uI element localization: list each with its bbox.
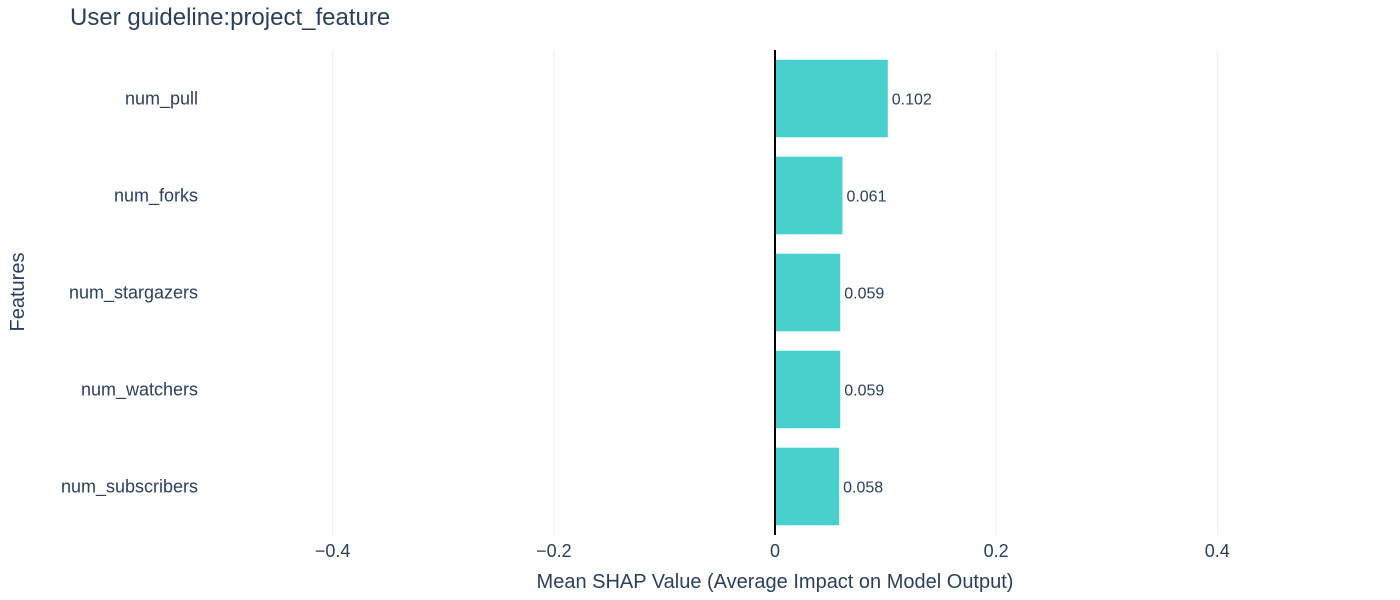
bar-num_forks — [775, 156, 843, 235]
labels-layer: −0.4 −0.2 0 0.2 0.4 num_pull 0.102 num_forks 0.0… — [61, 89, 1230, 562]
y-tick-label: num_stargazers — [69, 283, 198, 304]
bar-num_watchers — [775, 350, 841, 429]
y-tick-label: num_forks — [114, 186, 198, 207]
bar-num_pull — [775, 59, 888, 138]
bar-value-label: 0.061 — [846, 189, 886, 206]
bar-value-label: 0.058 — [843, 480, 883, 497]
bar-num_stargazers — [775, 253, 841, 332]
bar-value-label: 0.102 — [892, 92, 932, 109]
bar-num_subscribers — [775, 447, 840, 526]
x-tick-label: 0.2 — [984, 541, 1009, 561]
y-tick-label: num_subscribers — [61, 477, 198, 498]
chart-title: User guideline:project_feature — [70, 4, 390, 31]
x-axis-title: Mean SHAP Value (Average Impact on Model… — [537, 571, 1014, 593]
bar-value-label: 0.059 — [844, 383, 884, 400]
y-axis-title: Features — [7, 253, 29, 332]
bars-layer — [774, 50, 888, 535]
x-tick-label: −0.4 — [315, 541, 351, 561]
bar-value-label: 0.059 — [844, 286, 884, 303]
x-tick-label: 0.4 — [1205, 541, 1230, 561]
y-tick-label: num_watchers — [81, 380, 198, 401]
y-tick-label: num_pull — [125, 89, 198, 110]
x-tick-label: 0 — [770, 541, 780, 561]
x-tick-label: −0.2 — [536, 541, 572, 561]
grid-layer — [332, 50, 1218, 535]
